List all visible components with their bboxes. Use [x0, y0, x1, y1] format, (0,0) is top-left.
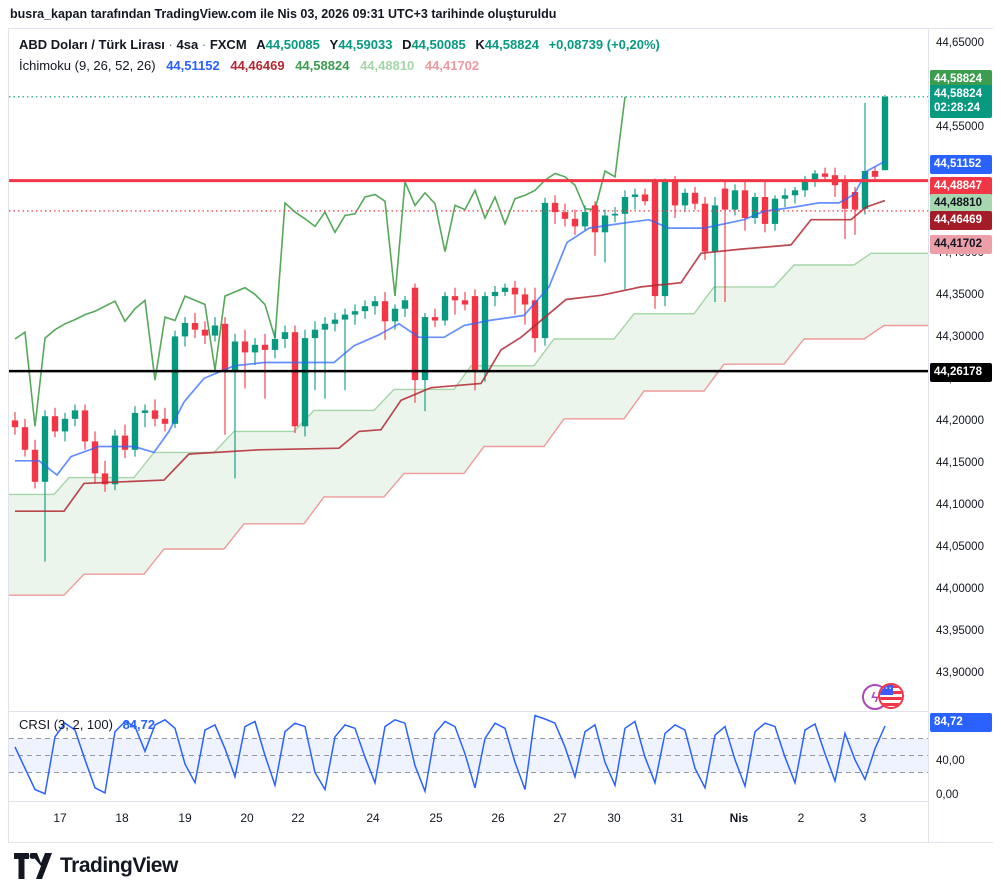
time-axis-label-18[interactable]: 18	[115, 811, 129, 825]
time-axis-label-2[interactable]: 2	[797, 811, 805, 825]
time-axis-label-30[interactable]: 30	[607, 811, 621, 825]
tradingview-logo-icon	[14, 853, 52, 879]
senkou-b-line	[9, 324, 928, 596]
price-axis-label: 44,65000	[936, 37, 984, 49]
price-axis-label: 44,20000	[936, 415, 984, 427]
attribution-text: busra_kapan tarafından TradingView.com i…	[10, 7, 557, 21]
time-axis-label-27[interactable]: 27	[553, 811, 567, 825]
time-axis-label-20[interactable]: 20	[240, 811, 254, 825]
kijun-legend-value: 44,46469	[230, 58, 285, 74]
main-chart-pane[interactable]	[9, 29, 928, 711]
exchange-label[interactable]: FXCM	[209, 37, 247, 52]
price-axis-label: 44,30000	[936, 331, 984, 343]
crsi-line	[14, 714, 886, 795]
flag-canton	[880, 685, 893, 695]
crsi-current-value: 84,72	[122, 717, 156, 732]
lead1-value-badge[interactable]: 44,48810	[930, 193, 992, 213]
time-axis[interactable]: 17 18 19 20 22 24 25 26 27 30 31 Nis 2 3	[9, 801, 928, 843]
time-axis-label-19[interactable]: 19	[178, 811, 192, 825]
ichimoku-title[interactable]: İchimoku (9, 26, 52, 26)	[19, 58, 156, 74]
time-axis-label-Nis[interactable]: Nis	[729, 811, 749, 825]
chart-legend: ABD Doları / Türk Lirası · 4sa · FXCM A4…	[19, 35, 660, 76]
time-axis-label-24[interactable]: 24	[366, 811, 380, 825]
price-axis-label: 44,55000	[936, 121, 984, 133]
chikou-legend-value: 44,58824	[295, 58, 350, 74]
crsi-axis-label: 40,00	[936, 755, 965, 767]
time-axis-label-31[interactable]: 31	[670, 811, 684, 825]
symbol-title[interactable]: ABD Doları / Türk Lirası	[19, 37, 165, 52]
close-value: K44,58824	[475, 37, 539, 52]
price-axis-label: 44,10000	[936, 499, 984, 511]
price-axis-label: 44,00000	[936, 583, 984, 595]
ichimoku-cloud	[9, 253, 928, 596]
time-axis-label-25[interactable]: 25	[429, 811, 443, 825]
current-price-countdown-badge[interactable]: 44,58824 02:28:24	[930, 84, 992, 118]
black-hline-value-badge[interactable]: 44,26178	[930, 362, 992, 382]
hline-value-badge[interactable]: 44,48847	[930, 176, 992, 196]
economic-events: ϟ	[862, 683, 910, 711]
lead2-legend-value: 44,41702	[424, 58, 480, 74]
senkou-a-line	[9, 252, 928, 496]
high-value: Y44,59033	[329, 37, 393, 52]
tenkan-value-badge[interactable]: 44,51152	[930, 154, 992, 174]
candlestick-chart-canvas[interactable]	[9, 29, 928, 711]
interval-label[interactable]: 4sa	[176, 37, 199, 52]
time-axis-label-3[interactable]: 3	[859, 811, 867, 825]
crsi-chart-canvas[interactable]	[9, 712, 928, 801]
tenkan-line	[15, 160, 886, 477]
crsi-value-badge: 84,72	[930, 713, 992, 732]
price-axis-label: 44,35000	[936, 289, 984, 301]
lead1-legend-value: 44,48810	[360, 58, 415, 74]
price-axis-label: 43,95000	[936, 625, 984, 637]
candles	[11, 95, 889, 562]
kijun-value-badge[interactable]: 44,46469	[930, 210, 992, 230]
kijun-line	[15, 199, 886, 513]
symbol-header: ABD Doları / Türk Lirası · 4sa · FXCM A4…	[19, 37, 660, 52]
tenkan-legend-value: 44,51152	[166, 58, 220, 74]
price-axis[interactable]: 44,6500044,5500044,5000044,4000044,35000…	[928, 29, 993, 842]
crsi-axis-label: 0,00	[936, 789, 959, 801]
us-flag-event-icon[interactable]	[878, 683, 904, 709]
time-axis-label-17[interactable]: 17	[53, 811, 67, 825]
crsi-legend: CRSI (3, 2, 100) 84,72	[19, 717, 156, 732]
price-axis-label: 44,15000	[936, 457, 984, 469]
tradingview-logo-text: TradingView	[60, 854, 178, 877]
low-value: D44,50085	[402, 37, 466, 52]
tradingview-logo[interactable]: TradingView	[14, 850, 178, 882]
crsi-indicator-pane[interactable]: CRSI (3, 2, 100) 84,72	[9, 711, 928, 801]
time-axis-label-26[interactable]: 26	[491, 811, 505, 825]
price-axis-label: 44,05000	[936, 541, 984, 553]
chikou-line	[14, 96, 626, 427]
lead2-value-badge[interactable]: 44,41702	[930, 234, 992, 254]
change-value: +0,08739 (+0,20%)	[548, 37, 660, 52]
crsi-title[interactable]: CRSI	[19, 717, 51, 732]
time-axis-label-22[interactable]: 22	[291, 811, 305, 825]
price-axis-label: 43,90000	[936, 667, 984, 679]
open-value: A44,50085	[256, 37, 320, 52]
chikou-value-badge[interactable]: 44,58824	[930, 69, 992, 89]
chart-frame: ABD Doları / Türk Lirası · 4sa · FXCM A4…	[8, 28, 993, 843]
ichimoku-legend: İchimoku (9, 26, 52, 26) 44,51152 44,464…	[19, 56, 660, 76]
